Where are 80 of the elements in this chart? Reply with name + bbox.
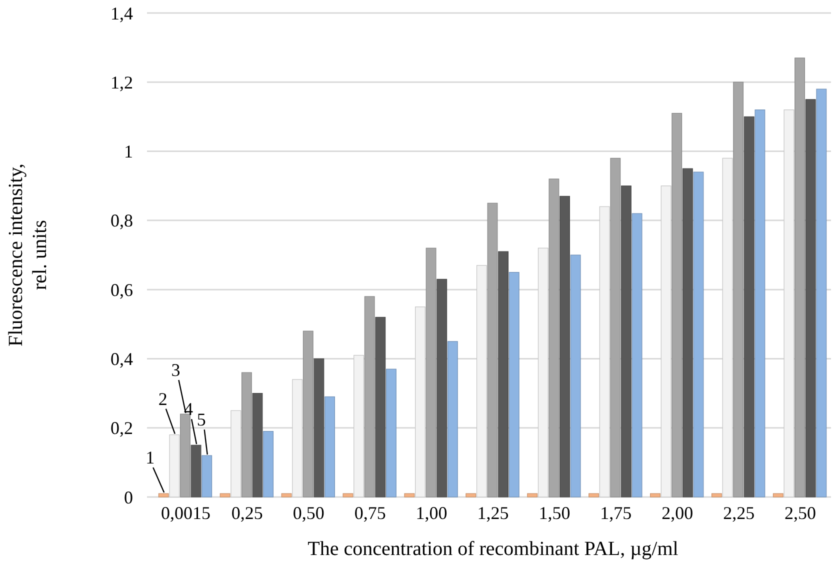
x-tick-label: 0,75: [354, 503, 386, 523]
bar: [375, 316, 386, 498]
y-tick-label: 0,4: [110, 349, 133, 370]
x-axis-title: The concentration of recombinant PAL, µg/ml: [308, 538, 679, 560]
bar: [599, 206, 610, 498]
bar: [324, 396, 335, 498]
bar: [693, 172, 704, 498]
bar: [632, 213, 642, 498]
bar: [498, 251, 509, 498]
bar: [263, 431, 274, 498]
bar: [527, 493, 538, 498]
bar: [426, 248, 436, 498]
bar: [816, 88, 827, 498]
bar: [548, 178, 560, 498]
bar: [508, 272, 520, 498]
bar: [754, 110, 766, 498]
y-tick-label: 1,4: [110, 3, 133, 24]
bar: [281, 493, 292, 498]
bar: [805, 99, 816, 498]
x-tick-label: 1,25: [477, 503, 509, 523]
bar: [466, 493, 476, 498]
bar: [241, 372, 252, 498]
x-tick-label: 1,00: [416, 503, 448, 523]
bar: [202, 455, 212, 498]
series-label: 1: [146, 448, 155, 468]
bar: [711, 493, 722, 498]
y-tick-label: 0,6: [110, 280, 133, 300]
bar: [672, 112, 682, 498]
bar: [487, 202, 498, 498]
y-tick-label: 1: [124, 142, 133, 162]
bar: [180, 414, 190, 498]
x-tick-label: 1,50: [538, 503, 570, 523]
bar: [772, 493, 784, 498]
bar: [190, 444, 202, 498]
bar: [169, 434, 180, 498]
bar: [415, 306, 426, 498]
x-tick-label: 0,0015: [160, 503, 210, 523]
bar: [744, 116, 754, 498]
bar: [302, 330, 314, 498]
bar: [364, 296, 375, 498]
bar: [610, 158, 621, 498]
x-tick-label: 2,00: [662, 503, 694, 523]
x-tick-label: 0,25: [231, 503, 263, 523]
y-tick-label: 0,2: [110, 418, 133, 438]
bar: [447, 341, 458, 498]
bar: [220, 493, 230, 498]
bar: [436, 278, 448, 498]
bar: [354, 354, 364, 498]
bar: [252, 392, 263, 498]
bar: [784, 110, 794, 498]
bar: [158, 493, 169, 498]
bar: [476, 265, 487, 498]
y-tick-label: 1,2: [110, 72, 133, 92]
bar: [314, 358, 324, 498]
bar: [621, 186, 632, 498]
x-tick-label: 2,25: [723, 503, 755, 523]
y-axis-title: Fluorescence intensity, rel. units: [5, 163, 51, 347]
bar: [230, 410, 242, 498]
y-tick-label: 0,8: [110, 210, 133, 231]
bar: [588, 493, 599, 498]
bar: [722, 158, 733, 498]
bar: [404, 493, 415, 498]
bar: [682, 168, 693, 498]
bar: [570, 254, 581, 498]
bar: [660, 186, 672, 498]
y-tick-label: 0: [124, 487, 133, 508]
bar: [560, 196, 570, 498]
x-tick-label: 1,75: [600, 503, 632, 523]
bar: [386, 368, 396, 498]
series-label: 2: [158, 388, 168, 409]
bar: [733, 82, 744, 498]
bar: [342, 493, 354, 498]
bar: [794, 58, 805, 498]
bar: [650, 493, 660, 498]
x-tick-label: 2,50: [784, 503, 816, 523]
x-tick-label: 0,50: [292, 503, 324, 523]
bar: [538, 248, 548, 498]
series-label: 3: [171, 360, 180, 380]
bar: [292, 379, 303, 498]
series-label: 5: [196, 410, 206, 430]
